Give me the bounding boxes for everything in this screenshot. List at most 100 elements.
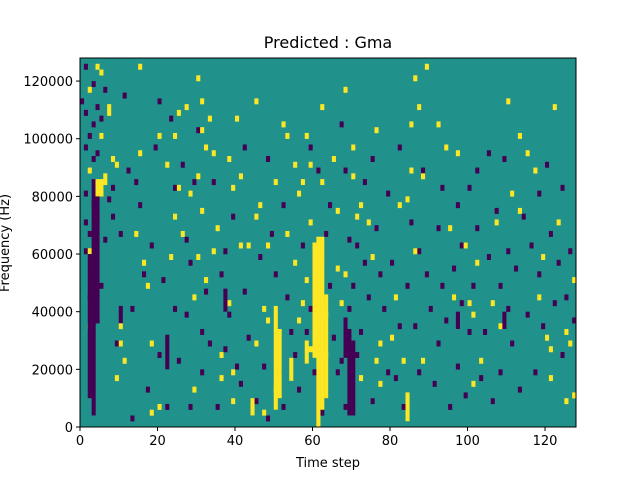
heatmap-cell <box>266 156 271 162</box>
heatmap-cell <box>390 334 395 341</box>
heatmap-cell <box>169 115 174 122</box>
heatmap-cell <box>293 259 298 266</box>
heatmap-cell <box>529 242 534 249</box>
heatmap-cell <box>254 398 259 405</box>
heatmap-cell <box>289 328 294 335</box>
heatmap-cell <box>455 311 460 329</box>
heatmap-cell <box>409 121 414 128</box>
heatmap-cell <box>246 334 251 341</box>
heatmap-cell <box>204 144 209 151</box>
heatmap-cell <box>300 242 305 249</box>
heatmap-cell <box>258 202 263 209</box>
heatmap-cell <box>343 271 348 278</box>
y-tick-label: 20000 <box>32 363 73 378</box>
heatmap-cell <box>564 294 569 301</box>
heatmap-cell <box>335 369 340 376</box>
heatmap-cell <box>200 328 205 335</box>
heatmap-cell <box>231 184 236 191</box>
heatmap-cell <box>111 184 116 191</box>
heatmap-cell <box>440 184 445 191</box>
heatmap-cell <box>304 277 309 284</box>
heatmap-cell <box>382 305 387 312</box>
heatmap-cell <box>347 236 352 243</box>
heatmap-cell <box>99 179 104 197</box>
heatmap-cell <box>320 104 325 111</box>
heatmap-cell <box>421 167 426 174</box>
heatmap-cell <box>184 104 189 111</box>
heatmap-cell <box>362 259 367 266</box>
heatmap-cell <box>328 202 333 209</box>
x-tick-label: 0 <box>76 434 84 449</box>
heatmap-cell <box>351 144 356 151</box>
heatmap-cell <box>223 346 228 353</box>
heatmap-cell <box>339 121 344 128</box>
heatmap-cell <box>413 75 418 82</box>
heatmap-cell <box>273 271 278 278</box>
heatmap-cell <box>281 121 286 128</box>
heatmap-cell <box>145 386 150 393</box>
heatmap-cell <box>502 311 507 329</box>
x-axis-label: Time step <box>295 456 360 471</box>
heatmap-cell <box>514 265 519 272</box>
heatmap-cell <box>300 179 305 186</box>
heatmap-cell <box>386 190 391 197</box>
heatmap-cell <box>149 340 154 347</box>
heatmap-cell <box>335 265 340 272</box>
heatmap-cell <box>200 98 205 105</box>
heatmap-cell <box>285 294 290 301</box>
y-axis-label: Frequency (Hz) <box>0 194 13 292</box>
heatmap-cell <box>471 380 476 387</box>
heatmap-cell <box>455 363 460 370</box>
heatmap-cell <box>320 236 325 410</box>
heatmap-cell <box>548 375 553 382</box>
heatmap-cell <box>118 305 123 324</box>
heatmap-cell <box>556 259 561 266</box>
heatmap-cell <box>370 156 375 162</box>
heatmap-cell <box>196 75 201 82</box>
heatmap-cell <box>196 254 201 260</box>
y-tick-label: 80000 <box>32 190 73 205</box>
heatmap-cell <box>130 415 135 422</box>
heatmap-cell <box>494 207 499 214</box>
heatmap-cell <box>200 127 205 134</box>
heatmap-cell <box>312 369 317 376</box>
heatmap-cell <box>215 225 220 232</box>
heatmap-cell <box>316 167 321 174</box>
heatmap-cell <box>227 311 232 318</box>
heatmap-cell <box>331 156 336 162</box>
heatmap-cell <box>258 254 263 260</box>
heatmap-cell <box>409 219 414 226</box>
heatmap-cell <box>142 271 147 278</box>
heatmap-cell <box>405 196 410 203</box>
heatmap-cell <box>537 271 542 278</box>
heatmap-cell <box>134 230 139 237</box>
heatmap-cell <box>339 357 344 364</box>
heatmap-cell <box>95 150 100 157</box>
heatmap-cell <box>475 259 480 266</box>
heatmap-cell <box>138 150 143 157</box>
heatmap-cell <box>378 380 383 387</box>
heatmap-cell <box>235 115 240 122</box>
heatmap-cell <box>393 294 398 301</box>
heatmap-cell <box>142 259 147 266</box>
heatmap-cell <box>153 144 158 151</box>
heatmap-cell <box>118 340 123 347</box>
heatmap-cell <box>254 98 259 105</box>
heatmap-cell <box>436 121 441 128</box>
heatmap-cell <box>118 323 123 330</box>
x-axis: 0 20 40 60 80 100 120 <box>76 427 557 449</box>
heatmap-cell <box>343 167 348 174</box>
heatmap-cell <box>490 300 495 307</box>
heatmap-cell <box>397 202 402 209</box>
heatmap-cell <box>459 300 464 307</box>
heatmap-cell <box>494 219 499 226</box>
y-axis: 0 20000 40000 60000 80000 100000 120000 <box>23 75 80 436</box>
heatmap-cell <box>545 161 550 168</box>
heatmap-cell <box>355 242 360 249</box>
heatmap-cell <box>289 357 294 381</box>
heatmap-cell <box>277 328 282 399</box>
heatmap-cell <box>428 305 433 312</box>
heatmap-cell <box>134 179 139 186</box>
heatmap-cell <box>308 144 313 151</box>
